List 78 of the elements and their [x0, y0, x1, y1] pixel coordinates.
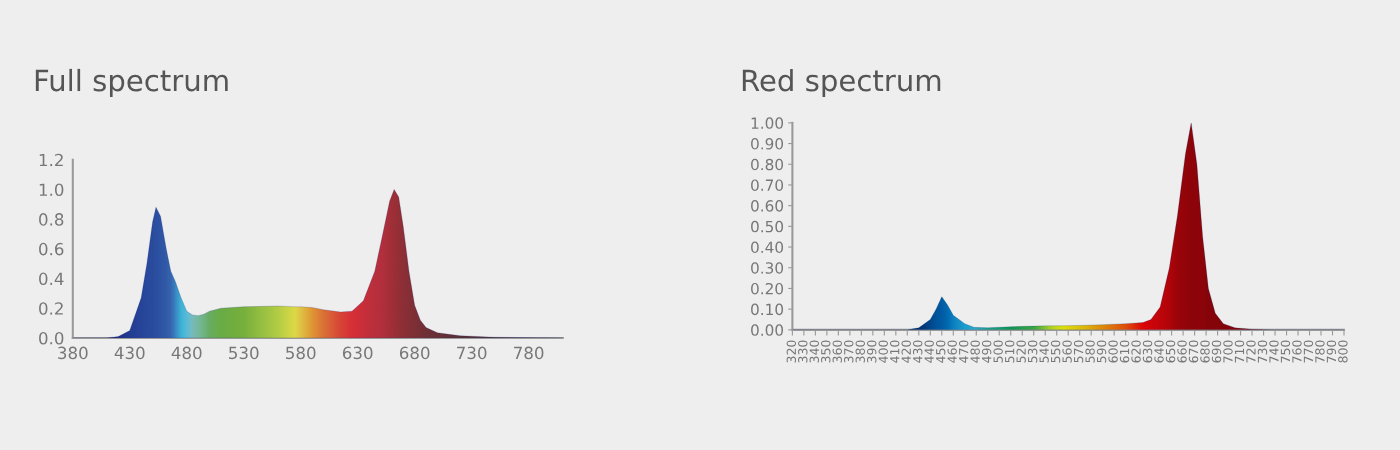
x-tick-label: 360 — [832, 340, 842, 363]
y-tick-label: 1.0 — [39, 183, 64, 197]
x-tick-label: 370 — [844, 340, 854, 363]
x-tick-label: 740 — [1269, 340, 1279, 363]
x-tick-label: 790 — [1326, 340, 1337, 363]
x-tick-label: 650 — [1165, 340, 1176, 363]
x-tick-label: 440 — [924, 340, 934, 363]
x-tick-label: 340 — [809, 340, 820, 363]
y-tick-label: 0.30 — [751, 262, 784, 274]
y-tick-label: 0.6 — [39, 242, 64, 256]
y-tick-label: 0.90 — [751, 138, 784, 150]
x-tick-label: 750 — [1280, 340, 1291, 363]
x-tick-label: 460 — [947, 340, 957, 363]
y-tick-label: 0.60 — [751, 200, 784, 212]
x-tick-label: 680 — [1200, 340, 1210, 363]
y-tick-label: 0.70 — [751, 179, 784, 191]
x-tick-label: 480 — [171, 346, 202, 360]
x-tick-label: 710 — [1234, 340, 1245, 363]
y-tick-label: 0.4 — [39, 272, 64, 286]
x-tick-label: 610 — [1119, 340, 1130, 363]
x-tick-label: 470 — [958, 340, 969, 363]
y-tick-label: 0.00 — [751, 324, 784, 336]
x-tick-label: 670 — [1188, 340, 1199, 363]
x-tick-label: 560 — [1062, 340, 1072, 363]
x-tick-label: 510 — [1004, 340, 1015, 363]
x-tick-label: 720 — [1246, 340, 1256, 363]
y-tick-label: 0.80 — [751, 158, 784, 171]
y-tick-label: 0.10 — [751, 303, 784, 316]
y-tick-label: 0.40 — [751, 241, 784, 254]
y-tick-label: 0.50 — [751, 220, 784, 233]
x-tick-label: 680 — [399, 346, 430, 360]
x-tick-label: 390 — [867, 340, 877, 363]
x-tick-label: 600 — [1108, 340, 1118, 363]
y-tick-label: 0.0 — [39, 331, 64, 345]
chart-title: Full spectrum — [35, 68, 228, 98]
x-tick-label: 580 — [286, 346, 316, 360]
x-tick-label: 770 — [1303, 340, 1314, 363]
x-tick-label: 400 — [878, 340, 888, 363]
x-tick-label: 700 — [1223, 340, 1233, 363]
x-tick-label: 690 — [1211, 340, 1222, 363]
x-tick-label: 780 — [1315, 340, 1325, 363]
y-tick-label: 0.2 — [39, 302, 63, 315]
x-tick-label: 350 — [821, 340, 831, 363]
x-tick-label: 540 — [1039, 340, 1049, 363]
x-tick-label: 730 — [457, 346, 487, 360]
x-tick-label: 760 — [1292, 340, 1302, 363]
y-tick-label: 0.8 — [39, 213, 64, 226]
x-tick-label: 330 — [798, 340, 808, 363]
x-tick-label: 780 — [514, 346, 544, 360]
x-tick-label: 320 — [786, 340, 797, 363]
y-tick-label: 1.00 — [751, 117, 784, 129]
x-tick-label: 520 — [1016, 340, 1026, 363]
x-tick-label: 380 — [855, 340, 865, 363]
x-tick-label: 590 — [1096, 340, 1107, 363]
x-tick-label: 550 — [1050, 340, 1061, 363]
x-tick-label: 620 — [1131, 340, 1141, 363]
x-tick-label: 570 — [1073, 340, 1084, 363]
x-tick-label: 450 — [935, 340, 946, 363]
x-tick-label: 640 — [1154, 340, 1164, 363]
x-tick-label: 630 — [1142, 340, 1153, 363]
x-tick-label: 380 — [58, 346, 88, 360]
x-tick-label: 490 — [981, 340, 992, 363]
x-tick-label: 420 — [901, 340, 911, 363]
x-tick-label: 630 — [342, 346, 373, 360]
x-tick-label: 530 — [229, 346, 259, 360]
x-tick-label: 660 — [1177, 340, 1187, 363]
y-tick-label: 0.20 — [751, 282, 784, 295]
x-tick-label: 500 — [993, 340, 1003, 363]
x-tick-label: 800 — [1338, 340, 1348, 363]
x-tick-label: 530 — [1027, 340, 1038, 363]
x-tick-label: 580 — [1085, 340, 1095, 363]
x-tick-label: 430 — [912, 340, 923, 363]
x-tick-label: 430 — [114, 346, 145, 360]
chart-title: Red spectrum — [742, 68, 941, 98]
y-tick-label: 1.2 — [39, 153, 63, 167]
x-tick-label: 730 — [1257, 340, 1268, 363]
x-tick-label: 410 — [890, 340, 900, 363]
x-tick-label: 480 — [970, 340, 980, 363]
